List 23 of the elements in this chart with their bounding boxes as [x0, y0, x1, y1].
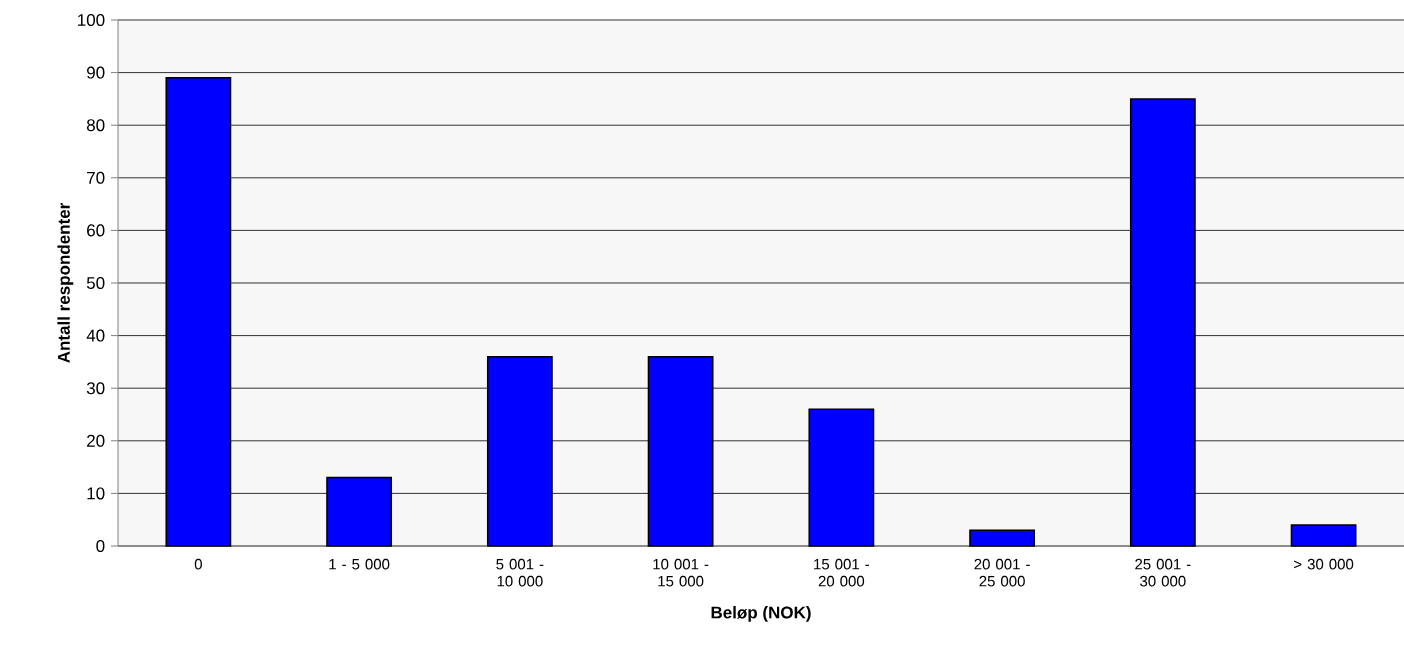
x-tick-label: 25 001 - 30 000	[1135, 558, 1191, 587]
y-tick-label: 100	[78, 13, 105, 27]
bar	[969, 529, 1035, 547]
x-axis-title: Beløp (NOK)	[711, 606, 811, 622]
x-tick-label: 20 001 - 25 000	[974, 558, 1030, 587]
y-tick-label: 80	[86, 119, 105, 132]
y-axis-title: Antall respondenter	[57, 202, 74, 363]
x-tick-label: 5 001 - 10 000	[496, 558, 544, 587]
y-tick-label: 10	[87, 487, 105, 500]
y-tick-label: 20	[87, 434, 105, 447]
x-tick-label: > 30 000	[1294, 558, 1354, 570]
y-tick-label: 40	[86, 329, 105, 342]
y-tick-label: 60	[87, 224, 105, 237]
x-tick-label: 0	[194, 558, 202, 570]
y-tick-label: 0	[96, 539, 105, 553]
bar	[1290, 524, 1357, 547]
y-tick-label: 90	[87, 66, 105, 79]
x-tick-label: 15 001 - 20 000	[814, 558, 870, 587]
x-tick-label: 10 001 - 15 000	[653, 558, 709, 587]
y-tick-label: 50	[86, 276, 105, 290]
x-tick-label: 1 - 5 000	[329, 558, 390, 570]
y-tick-label: 30	[86, 382, 105, 395]
y-tick-label: 70	[87, 171, 105, 184]
